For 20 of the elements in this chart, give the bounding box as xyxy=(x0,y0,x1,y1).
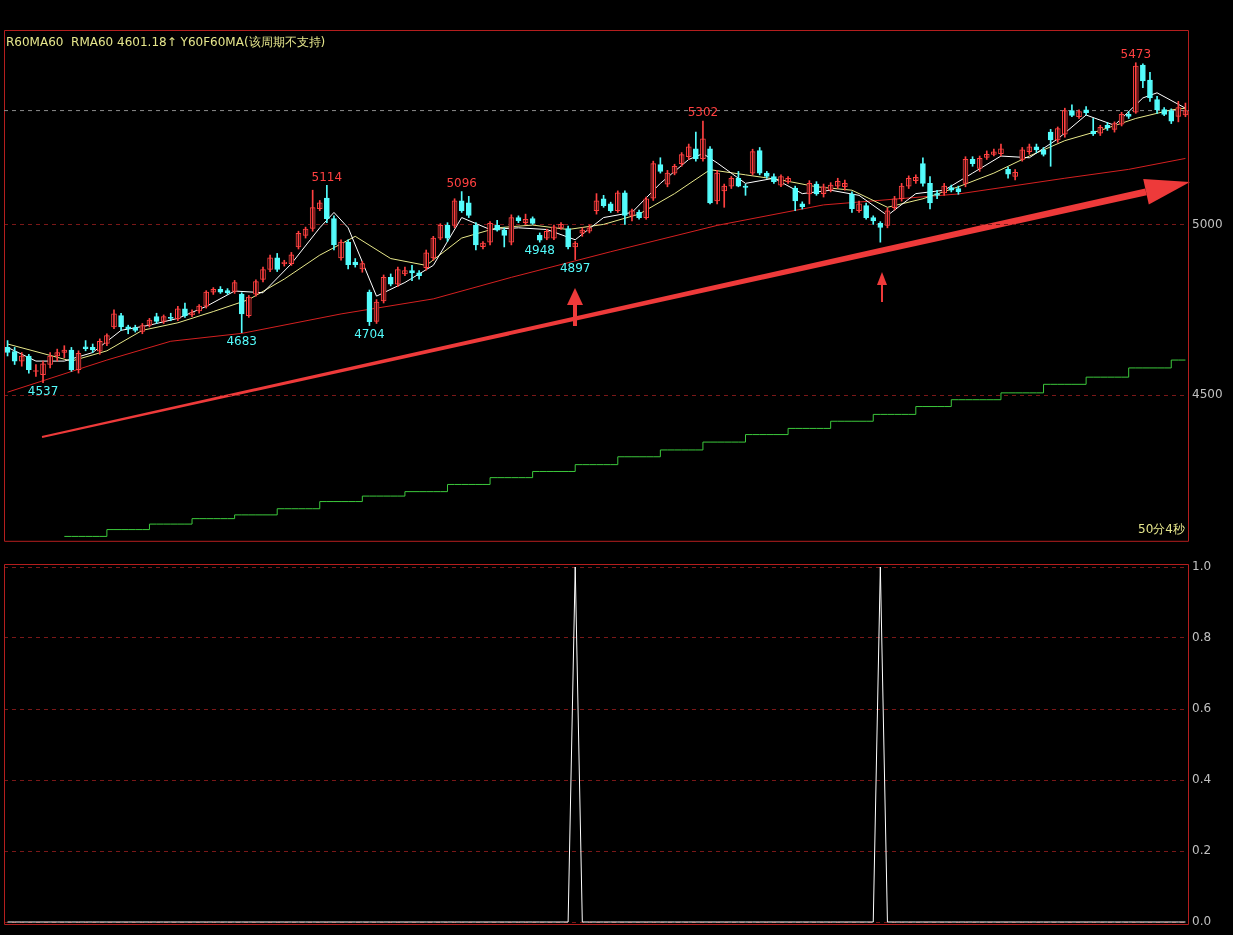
annotation: 4704 xyxy=(354,326,385,341)
annotation: 5302 xyxy=(687,105,719,120)
y-tick-label: 1.0 xyxy=(1192,559,1212,574)
candlestick xyxy=(934,189,940,200)
annotation: 4683 xyxy=(226,333,257,348)
y-tick-label: 0.6 xyxy=(1192,701,1212,716)
chart-subtitle: R60MA60 RMA60 4601.18↑ Y60F60MA(该周期不支持) xyxy=(6,35,326,50)
annotation: 5473 xyxy=(1120,46,1152,61)
annotation: 4537 xyxy=(27,383,59,398)
annotation: 4897 xyxy=(559,260,591,275)
y-tick-label: 0.2 xyxy=(1192,843,1212,858)
annotation: 4948 xyxy=(524,243,556,258)
y-tick-label: 5000 xyxy=(1192,216,1223,231)
y-tick-label: 4500 xyxy=(1192,387,1223,402)
annotation: 50分4秒 xyxy=(1138,521,1185,536)
annotation: 5096 xyxy=(446,175,477,190)
y-tick-label: 0.8 xyxy=(1192,630,1212,645)
y-tick-label: 0.4 xyxy=(1192,772,1212,787)
annotation: 5114 xyxy=(311,169,343,184)
y-tick-label: 0.0 xyxy=(1192,914,1212,929)
